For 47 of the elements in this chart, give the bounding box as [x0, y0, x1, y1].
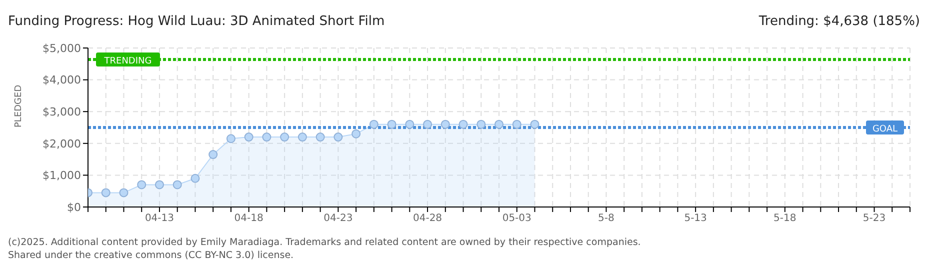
point	[280, 132, 290, 142]
x-tick-label: 5-8	[598, 213, 614, 224]
point	[369, 120, 378, 129]
chart-subtitle: Trending: $4,638 (185%)	[758, 14, 920, 29]
point	[476, 120, 486, 129]
x-tick-label: 04-28	[412, 213, 442, 224]
y-tick-label: $5,000	[42, 42, 81, 55]
x-tick-label: 5-23	[862, 213, 886, 224]
point	[316, 132, 325, 142]
x-tick-label: 05-03	[502, 213, 532, 224]
point	[405, 120, 414, 129]
text: Shared under the creative commons (CC BY-NC 3.0) license.	[8, 249, 295, 262]
y-tick-label: $2,000	[42, 137, 81, 150]
x-tick-label: 04-23	[324, 213, 353, 224]
point	[423, 120, 432, 129]
point	[208, 150, 218, 160]
y-tick-label: $0	[67, 200, 81, 214]
text: (c)2025. Additional content provided by Emily Maradiaga. Trademarks and related content are owned by their respective companies.	[8, 236, 641, 249]
x-tick-label: 5-13	[684, 213, 707, 224]
chart-title: Funding Progress: Hog Wild Luau: 3D Animated Short Film	[8, 14, 385, 29]
x-tick-label: 5-18	[774, 213, 796, 224]
y-tick-label: $1,000	[42, 169, 81, 182]
point	[154, 180, 164, 190]
point	[119, 188, 128, 198]
x-tick-label: 04-18	[234, 213, 264, 224]
point	[101, 188, 110, 198]
point	[494, 120, 504, 129]
y-tick-label: $4,000	[42, 74, 81, 87]
x-tick-label: 04-13	[144, 213, 174, 224]
point	[530, 120, 540, 129]
point	[226, 134, 236, 144]
ref-line-label: TRENDING	[103, 56, 152, 67]
y-tick-label: $3,000	[42, 106, 81, 119]
point	[298, 132, 307, 142]
point	[352, 129, 361, 138]
y-axis-title: PLEDGED	[14, 84, 24, 128]
ref-line-label: GOAL	[872, 124, 898, 134]
point	[512, 120, 522, 129]
point	[172, 180, 182, 190]
point	[458, 120, 468, 129]
point	[334, 132, 343, 142]
point	[387, 120, 396, 129]
point	[262, 132, 272, 142]
point	[440, 120, 450, 129]
point	[244, 132, 254, 142]
point	[190, 174, 200, 183]
point	[137, 180, 146, 190]
